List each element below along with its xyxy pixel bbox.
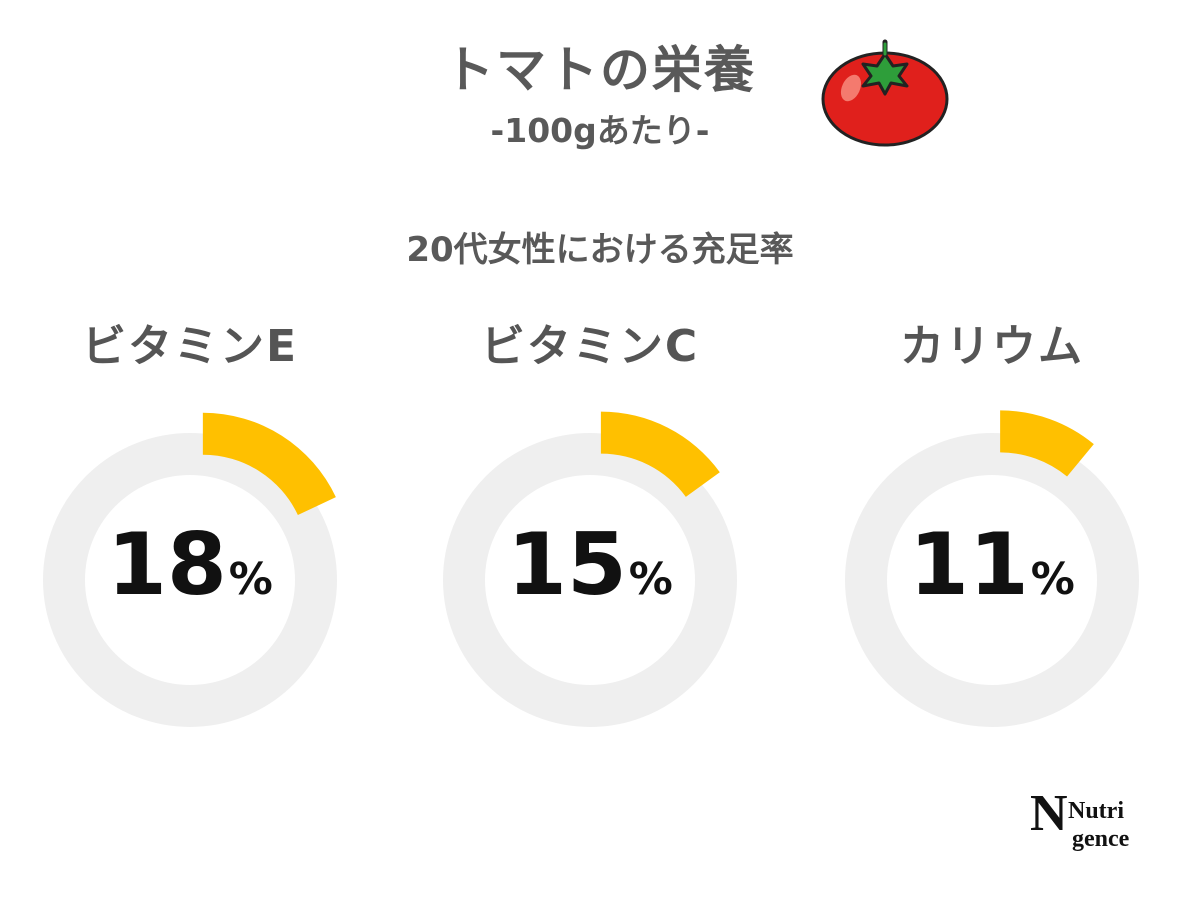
donut-value: 18% xyxy=(20,515,360,615)
donut-value-number: 15 xyxy=(507,515,627,615)
svg-text:gence: gence xyxy=(1072,826,1130,852)
page-title: トマトの栄養 xyxy=(444,41,756,99)
page-subtitle: -100gあたり- xyxy=(490,111,710,150)
donut-value: 11% xyxy=(822,515,1162,615)
donut-value-unit: % xyxy=(1030,554,1075,605)
donut-value-number: 18 xyxy=(107,515,227,615)
tomato-icon xyxy=(821,39,949,147)
donut-value-arc xyxy=(202,412,336,516)
donut-chart-vitamin-e: ビタミンE 18% xyxy=(20,310,360,740)
donut-chart-potassium: カリウム 11% xyxy=(822,310,1162,740)
svg-text:Nutri: Nutri xyxy=(1068,798,1124,824)
donut-value-arc xyxy=(600,411,720,497)
donut-label: ビタミンC xyxy=(480,321,700,372)
nutrigence-logo: N Nutri gence xyxy=(1030,785,1130,852)
chart-title: 20代女性における充足率 xyxy=(406,230,794,270)
donut-label: カリウム xyxy=(900,321,1084,372)
donut-value-number: 11 xyxy=(909,515,1029,615)
svg-text:N: N xyxy=(1030,785,1068,842)
donut-value-unit: % xyxy=(628,554,673,605)
donut-graphic xyxy=(43,412,337,727)
donut-value: 15% xyxy=(420,515,760,615)
donut-track xyxy=(845,433,1139,727)
donut-chart-vitamin-c: ビタミンC 15% xyxy=(420,310,760,740)
donut-graphic xyxy=(443,411,737,727)
donut-label: ビタミンE xyxy=(81,321,299,372)
donut-track xyxy=(43,433,337,727)
donut-value-unit: % xyxy=(228,554,273,605)
donut-value-arc xyxy=(1000,410,1094,477)
donut-track xyxy=(443,433,737,727)
donut-graphic xyxy=(845,410,1139,727)
